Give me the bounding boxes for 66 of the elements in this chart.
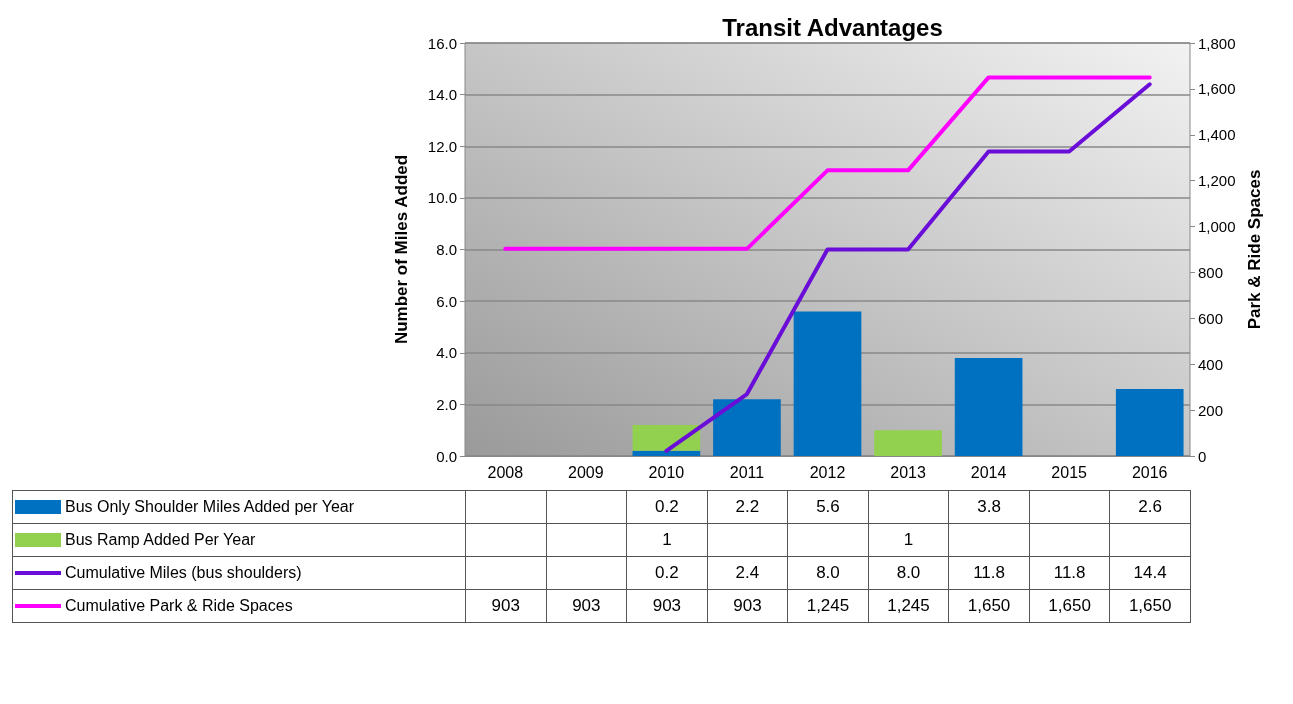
y-tick-label: 6.0	[436, 292, 457, 310]
data-label: 2.6	[1109, 490, 1191, 524]
x-tick-label: 2012	[809, 463, 846, 481]
y-axis-title: Number of Miles Added	[392, 154, 411, 345]
data-label: 1,650	[1109, 589, 1191, 623]
legend-label: Bus Ramp Added Per Year	[65, 531, 256, 549]
data-label: 903	[465, 589, 547, 623]
data-label: 903	[546, 589, 627, 623]
data-label: 2.4	[707, 556, 788, 590]
chart-title: Transit Advantages	[722, 13, 943, 41]
data-label: 2.2	[707, 490, 788, 524]
y2-tick-label: 200	[1198, 401, 1224, 419]
data-label: 1	[868, 523, 949, 557]
y2-tick-label: 1,400	[1198, 126, 1236, 144]
data-label: 0.2	[626, 556, 708, 590]
legend-label: Cumulative Miles (bus shoulders)	[65, 564, 302, 582]
line-series	[664, 82, 1152, 453]
y-tick-label: 16.0	[427, 34, 457, 52]
bar	[632, 425, 701, 451]
data-label: 14.4	[1109, 556, 1191, 590]
data-label: 903	[707, 589, 788, 623]
data-label: 11.8	[948, 556, 1030, 590]
data-label: 8.0	[787, 556, 869, 590]
y2-tick-label: 1,000	[1198, 218, 1236, 236]
data-label: 1	[626, 523, 708, 557]
x-tick-label: 2008	[487, 463, 524, 481]
data-label: 1,650	[948, 589, 1030, 623]
y2-axis-title: Park & Ride Spaces	[1245, 169, 1265, 330]
x-tick-label: 2015	[1051, 463, 1088, 481]
x-tick-label: 2013	[890, 463, 926, 481]
bar	[632, 450, 701, 456]
y2-tick-label: 0	[1198, 447, 1207, 465]
data-label: 1,245	[787, 589, 869, 623]
data-label: 1,245	[868, 589, 949, 623]
x-tick-label: 2014	[970, 463, 1007, 481]
x-tick-label: 2016	[1131, 463, 1168, 481]
y2-tick-label: 600	[1198, 309, 1224, 327]
y2-tick-label: 1,600	[1198, 80, 1236, 98]
y-tick-label: 10.0	[427, 189, 457, 207]
y-tick-label: 4.0	[436, 344, 457, 362]
y2-tick-label: 1,200	[1198, 172, 1236, 190]
bar	[1115, 388, 1184, 456]
x-tick-label: 2010	[648, 463, 685, 481]
bar	[954, 357, 1023, 456]
legend-label: Bus Only Shoulder Miles Added per Year	[65, 498, 355, 516]
data-label: 11.8	[1029, 556, 1110, 590]
bar	[793, 311, 862, 456]
y2-tick-label: 400	[1198, 355, 1224, 373]
y-tick-label: 12.0	[427, 137, 457, 155]
y2-tick-label: 800	[1198, 263, 1224, 281]
x-tick-label: 2009	[568, 463, 604, 481]
x-tick-label: 2011	[729, 463, 765, 481]
bar	[874, 430, 942, 456]
y-tick-label: 0.0	[436, 447, 457, 465]
data-label: 1,650	[1029, 589, 1110, 623]
data-label: 3.8	[948, 490, 1030, 524]
legend-label: Cumulative Park & Ride Spaces	[65, 597, 293, 615]
bar	[713, 399, 781, 456]
y2-tick-label: 1,800	[1198, 34, 1236, 52]
y-tick-label: 2.0	[436, 395, 457, 413]
y-tick-label: 8.0	[436, 241, 457, 258]
data-label: 0.2	[626, 490, 708, 524]
y-tick-label: 14.0	[427, 86, 457, 104]
data-label: 8.0	[868, 556, 949, 590]
data-label: 903	[626, 589, 708, 623]
data-label: 5.6	[787, 490, 869, 524]
